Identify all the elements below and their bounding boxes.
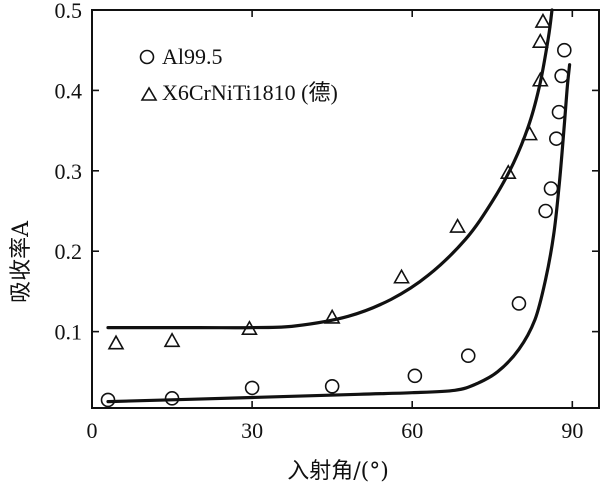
x-tick-label: 60 <box>401 418 423 443</box>
data-point-triangle <box>449 217 466 233</box>
legend-marker-circle <box>139 49 155 65</box>
data-point-triangle <box>499 164 517 180</box>
y-axis-title: 吸收率A <box>9 220 34 303</box>
data-point-circle <box>511 296 527 311</box>
data-point-circle <box>164 391 180 406</box>
fit-curve-series-1 <box>106 63 572 404</box>
y-tick-label: 0.4 <box>55 78 83 103</box>
legend-label-series-1: Al99.5 <box>162 44 223 69</box>
data-point-triangle <box>531 71 549 87</box>
data-point-circle <box>551 104 567 120</box>
data-point-circle <box>460 348 476 364</box>
data-point-triangle <box>534 12 552 28</box>
data-point-circle <box>543 181 559 196</box>
data-point-triangle <box>107 334 125 350</box>
data-point-triangle <box>323 308 341 324</box>
data-point-triangle <box>163 332 181 348</box>
data-point-circle <box>557 42 572 58</box>
data-point-triangle <box>531 33 549 48</box>
x-tick-label: 90 <box>561 418 583 443</box>
data-point-circle <box>324 378 340 394</box>
data-point-triangle <box>521 125 538 141</box>
y-tick-label: 0.3 <box>55 159 83 184</box>
data-point-triangle <box>393 268 410 284</box>
data-point-circle <box>538 203 553 219</box>
data-point-circle <box>554 68 569 84</box>
data-point-circle <box>244 380 260 396</box>
y-tick-label: 0.1 <box>55 320 83 345</box>
data-point-circle <box>407 368 423 384</box>
y-tick-label: 0.2 <box>55 239 83 264</box>
data-markers <box>100 12 572 408</box>
legend-marker-triangle <box>140 86 158 101</box>
data-point-triangle <box>241 320 258 336</box>
plot-frame <box>91 9 600 409</box>
data-point-circle <box>100 392 116 408</box>
x-tick-label: 0 <box>87 418 98 443</box>
legend-label-series-2: X6CrNiTi1810 (德) <box>162 80 338 105</box>
data-point-circle <box>549 131 564 146</box>
y-tick-label: 0.5 <box>55 0 83 23</box>
legend: Al99.5 X6CrNiTi1810 (德) <box>139 44 338 105</box>
x-axis-title: 入射角/(°) <box>287 459 389 484</box>
x-tick-label: 30 <box>241 418 263 443</box>
axis-ticks: 0 30 60 90 0.1 0.2 0.3 0.4 0.5 <box>55 0 599 443</box>
